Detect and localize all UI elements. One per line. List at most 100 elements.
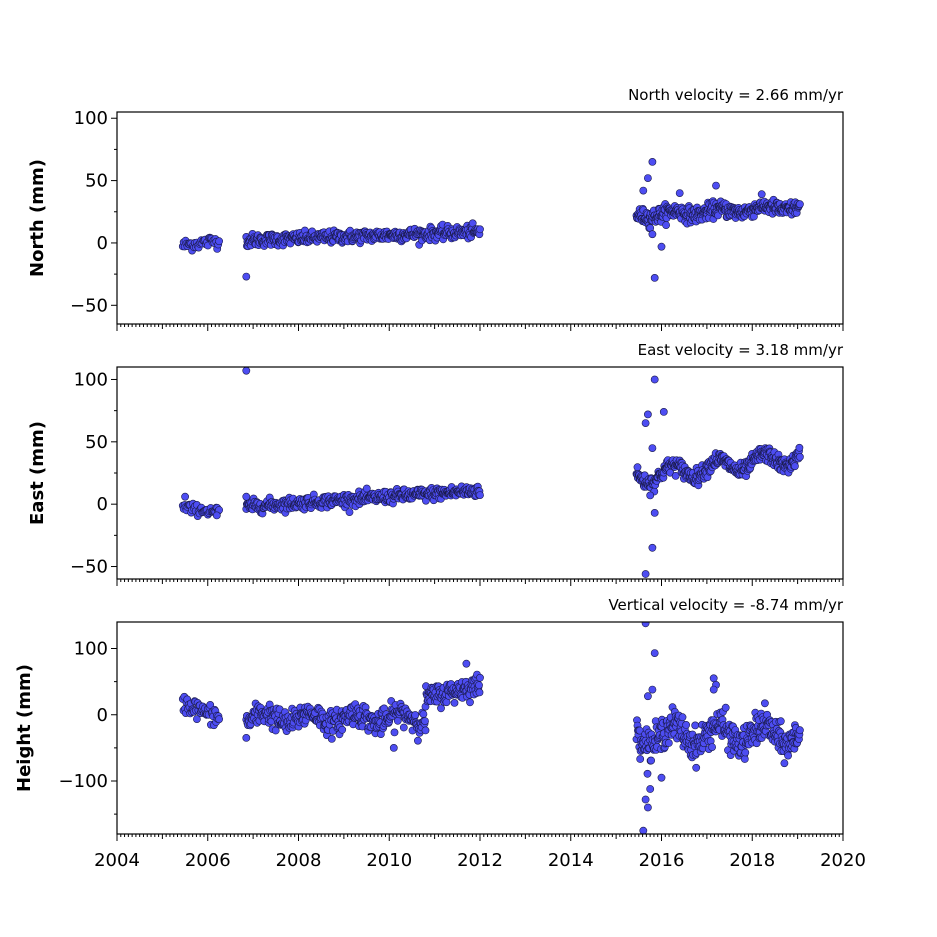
xtick-label: 2020	[820, 850, 866, 871]
height-outlier-point	[242, 734, 251, 742]
height-outlier-point	[648, 685, 657, 694]
height-data-point	[399, 723, 408, 732]
xtick-label: 2008	[276, 850, 322, 871]
height-data-point	[338, 725, 347, 734]
xtick-label: 2010	[366, 850, 412, 871]
east-ytick-label: 50	[85, 432, 108, 453]
height-data-point	[421, 726, 430, 735]
north-data-point	[662, 221, 670, 229]
height-points	[178, 622, 804, 834]
north-panel: North velocity = 2.66 mm/yr North (mm) −…	[27, 86, 844, 331]
height-data-point	[691, 721, 700, 730]
height-data-point	[413, 736, 422, 745]
height-ytick-label: 0	[97, 705, 108, 726]
north-outlier-point	[712, 181, 720, 190]
height-data-point	[776, 717, 785, 726]
north-ytick-label: 50	[85, 171, 108, 192]
height-data-point	[664, 739, 673, 747]
east-outlier-point	[648, 444, 657, 452]
north-velocity-title: North velocity = 2.66 mm/yr	[628, 86, 844, 104]
height-data-point	[682, 721, 690, 729]
height-data-point	[393, 716, 402, 725]
east-data-point	[476, 491, 484, 499]
east-outlier-point	[212, 511, 221, 520]
east-data-point	[795, 443, 804, 452]
xtick-label: 2014	[548, 850, 594, 871]
height-data-point	[466, 698, 474, 707]
height-data-point	[390, 728, 399, 737]
east-points	[178, 367, 804, 578]
height-data-point	[206, 701, 215, 709]
north-outlier-point	[675, 189, 684, 197]
north-outlier-point	[650, 273, 659, 282]
north-ytick-label: 100	[74, 108, 108, 129]
east-ytick-label: −50	[70, 557, 108, 578]
height-data-point	[721, 703, 730, 712]
north-outlier-point	[648, 230, 657, 239]
height-data-point	[647, 756, 655, 765]
height-data-point	[411, 711, 420, 719]
height-data-point	[636, 755, 645, 763]
height-data-point	[708, 743, 716, 751]
height-data-point	[437, 704, 445, 713]
xtick-label: 2012	[457, 850, 503, 871]
north-ytick-label: 0	[97, 233, 108, 254]
height-outlier-point	[462, 659, 471, 668]
east-data-point	[345, 508, 354, 516]
height-outlier-point	[709, 685, 718, 694]
north-data-point	[215, 237, 223, 246]
east-outlier-point	[181, 492, 189, 501]
height-outlier-point	[641, 795, 650, 804]
height-outlier-point	[644, 692, 652, 701]
height-ytick-label: −100	[59, 771, 108, 792]
height-data-point	[475, 681, 483, 690]
north-data-point	[796, 200, 804, 209]
east-data-point	[791, 462, 799, 471]
east-data-point	[671, 471, 680, 480]
xtick-label: 2004	[94, 850, 140, 871]
east-ylabel: East (mm)	[27, 421, 48, 525]
north-outlier-point	[657, 242, 666, 251]
north-outlier-point	[644, 174, 652, 182]
east-outlier-point	[659, 407, 668, 416]
height-data-point	[761, 699, 769, 708]
east-outlier-point	[242, 492, 251, 501]
height-outlier-point	[641, 622, 650, 628]
height-data-point	[475, 688, 484, 697]
north-ytick-label: −50	[70, 295, 108, 316]
height-panel: Vertical velocity = -8.74 mm/yr Height (…	[14, 596, 866, 871]
height-outlier-point	[657, 773, 666, 782]
height-data-point	[419, 710, 428, 718]
east-data-point	[796, 452, 804, 461]
east-velocity-title: East velocity = 3.18 mm/yr	[638, 341, 844, 359]
height-data-point	[327, 735, 336, 743]
north-outlier-point	[639, 186, 648, 195]
height-data-point	[271, 726, 280, 735]
xtick-label: 2016	[639, 850, 685, 871]
north-outlier-point	[648, 157, 657, 166]
east-outlier-point	[650, 509, 659, 517]
north-points	[178, 157, 804, 282]
height-data-point	[421, 717, 429, 725]
height-ytick-label: 100	[74, 639, 108, 660]
height-data-point	[643, 769, 652, 778]
east-outlier-point	[641, 570, 650, 578]
height-data-point	[741, 748, 750, 757]
height-data-point	[450, 699, 459, 707]
east-outlier-point	[641, 419, 650, 427]
east-ytick-label: 100	[74, 369, 108, 390]
height-outlier-point	[709, 674, 718, 683]
height-data-point	[192, 715, 201, 723]
east-data-point	[633, 463, 642, 472]
vertical-velocity-title: Vertical velocity = -8.74 mm/yr	[608, 596, 843, 614]
east-outlier-point	[650, 375, 659, 384]
east-outlier-point	[646, 491, 655, 500]
east-panel: East velocity = 3.18 mm/yr East (mm) −50…	[27, 341, 844, 586]
height-data-point	[476, 673, 484, 682]
height-data-point	[740, 755, 749, 763]
east-outlier-point	[242, 367, 251, 375]
north-outlier-point	[242, 272, 251, 281]
height-data-point	[692, 763, 701, 772]
xtick-label: 2006	[185, 850, 231, 871]
